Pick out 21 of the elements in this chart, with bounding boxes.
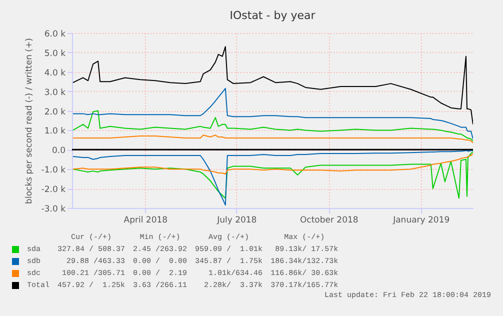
- line-series: [72, 46, 473, 125]
- line-series: [72, 134, 473, 144]
- x-tick-label: October 2018: [300, 216, 358, 226]
- y-tick-label: 5.0 k: [44, 48, 66, 59]
- y-tick-label: 6.0 k: [44, 30, 66, 40]
- y-tick-label: 3.0 k: [44, 88, 66, 98]
- x-tick-label: July 2018: [216, 216, 257, 226]
- y-tick-label: 2.0 k: [44, 107, 66, 118]
- line-series: [72, 88, 473, 140]
- line-series: [72, 110, 473, 142]
- y-axis-title: blocks per second read (-) / written (+): [24, 38, 34, 204]
- y-tick-label: -3.0 k: [41, 204, 66, 214]
- x-tick-label: April 2018: [124, 216, 168, 226]
- line-series: [72, 153, 473, 174]
- y-tick-label: -2.0 k: [41, 185, 66, 196]
- chart-title: IOstat - by year: [230, 9, 316, 22]
- y-tick-label: -1.0 k: [41, 166, 66, 176]
- x-tick-label: January 2019: [392, 216, 450, 226]
- y-tick-label: 0.0: [52, 146, 66, 156]
- y-tick-label: 4.0 k: [44, 68, 66, 78]
- y-tick-label: 1.0 k: [44, 126, 66, 137]
